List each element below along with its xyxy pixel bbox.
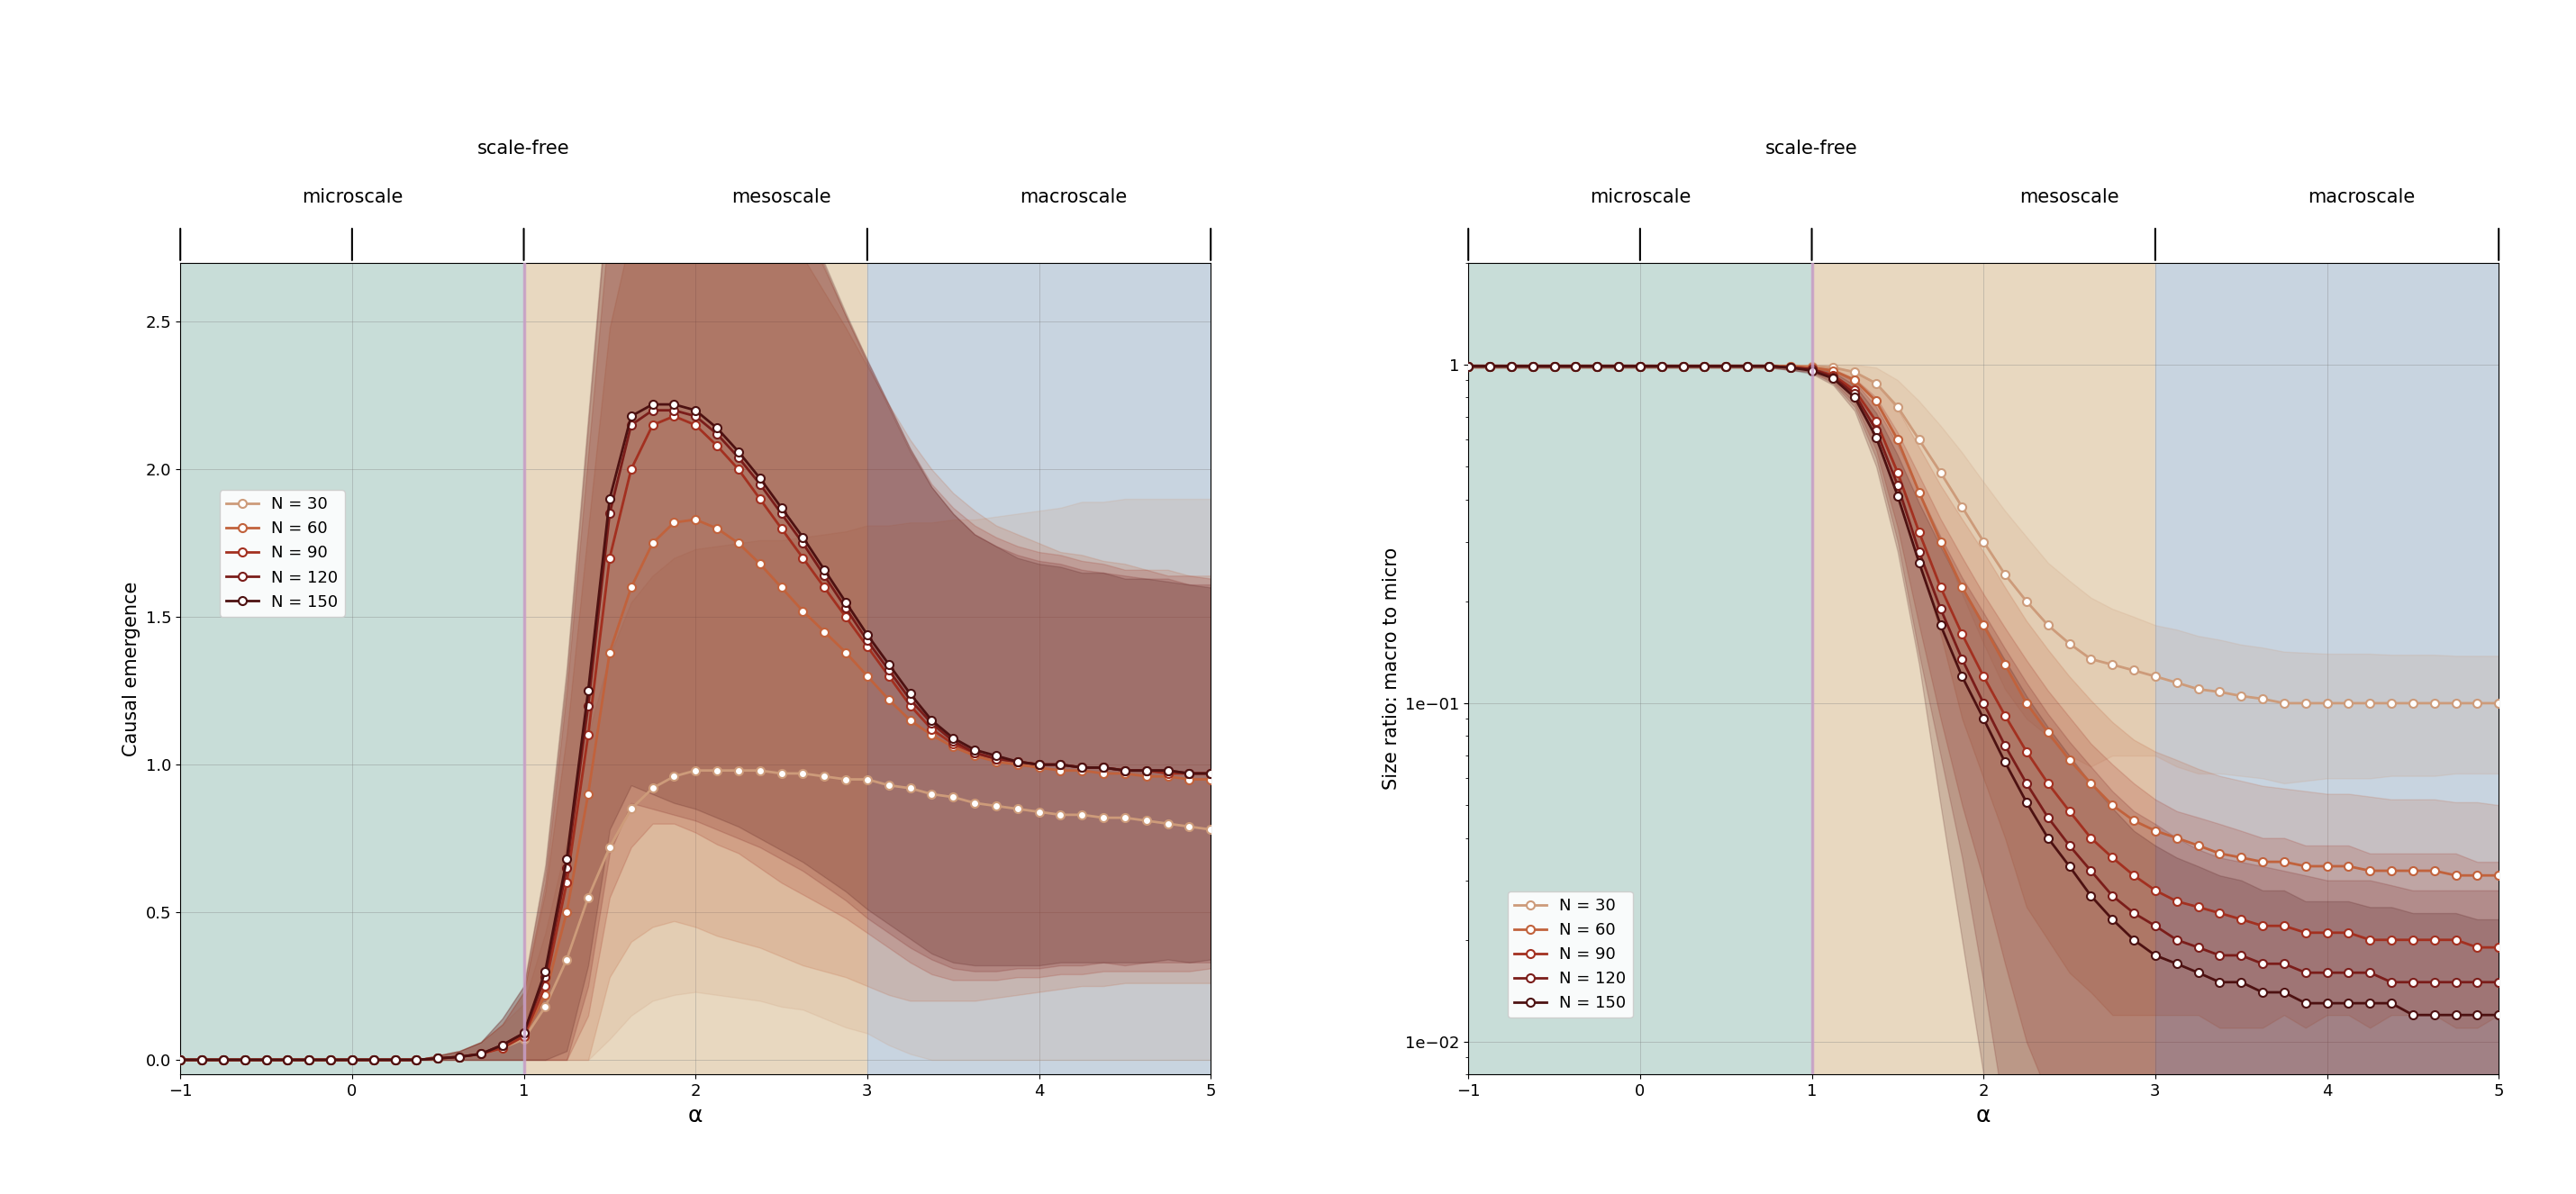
Text: mesoscale: mesoscale [2020,187,2120,205]
Text: scale-free: scale-free [477,140,569,158]
Y-axis label: Causal emergence: Causal emergence [124,581,142,756]
Legend: N = 30, N = 60, N = 90, N = 120, N = 150: N = 30, N = 60, N = 90, N = 120, N = 150 [1507,891,1633,1017]
Legend: N = 30, N = 60, N = 90, N = 120, N = 150: N = 30, N = 60, N = 90, N = 120, N = 150 [219,490,345,616]
X-axis label: α: α [688,1104,703,1126]
Bar [2156,263,2499,1075]
Text: microscale: microscale [1589,187,1690,205]
Bar [1468,263,1811,1075]
Text: microscale: microscale [301,187,402,205]
Text: mesoscale: mesoscale [732,187,832,205]
Bar [180,263,523,1075]
Text: macroscale: macroscale [2308,187,2416,205]
Bar [868,263,1211,1075]
Bar [523,263,868,1075]
Bar [1811,263,2156,1075]
X-axis label: α: α [1976,1104,1991,1126]
Text: scale-free: scale-free [1765,140,1857,158]
Y-axis label: Size ratio: macro to micro: Size ratio: macro to micro [1383,547,1401,790]
Text: macroscale: macroscale [1020,187,1128,205]
